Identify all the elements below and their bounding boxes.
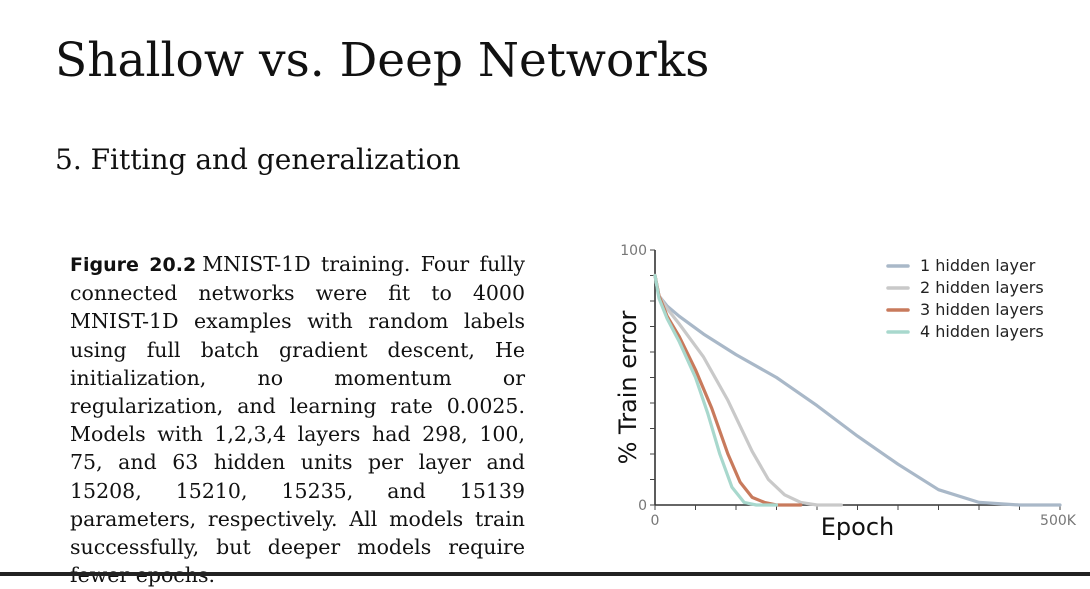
figure-caption: Figure 20.2 MNIST-1D training. Four fully… xyxy=(70,250,525,589)
slide-subtitle: 5. Fitting and generalization xyxy=(55,143,461,176)
chart-svg: 100 00 500K Epoch % Train error 1 hidden laye… xyxy=(614,243,1077,541)
series-line-2-layer xyxy=(653,273,843,507)
legend-label-2: 2 hidden layers xyxy=(920,278,1044,297)
figure-caption-label: Figure 20.2 xyxy=(70,254,197,276)
x-axis-label: Epoch xyxy=(821,513,895,541)
legend-label-4: 4 hidden layers xyxy=(920,322,1044,341)
y-tick-label-100: 100 xyxy=(620,243,647,259)
slide-bottom-rule xyxy=(0,572,1090,576)
series-line-3-layer xyxy=(653,273,803,507)
y-tick-label-0: 0 xyxy=(638,498,647,514)
x-tick-label-500k: 500K xyxy=(1040,513,1077,529)
series-line-1-layer xyxy=(653,273,1062,507)
slide-title: Shallow vs. Deep Networks xyxy=(55,33,710,88)
figure-caption-text: MNIST-1D training. Four fully connected … xyxy=(70,252,526,587)
train-error-chart: 100 0 0 500K Epoch % Train error 1 hidden laye… xyxy=(600,230,1080,560)
x-tick-label-0: 0 xyxy=(651,513,660,529)
y-axis-label: % Train error xyxy=(614,310,642,464)
legend-label-1: 1 hidden layer xyxy=(920,256,1036,275)
legend-label-3: 3 hidden layers xyxy=(920,300,1044,319)
series-line-4-layer xyxy=(653,273,779,507)
